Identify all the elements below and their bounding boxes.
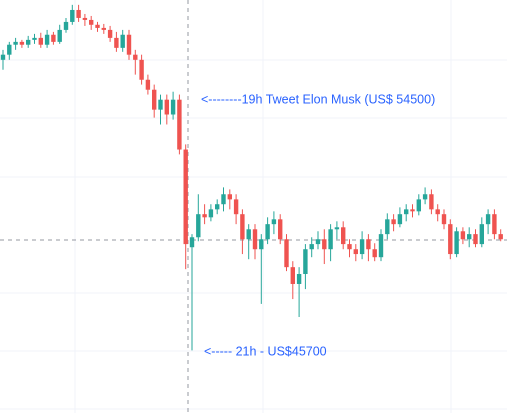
candle-body: [322, 239, 327, 250]
candle-body: [215, 204, 220, 210]
candle-body: [422, 194, 428, 200]
candle-body: [233, 199, 239, 215]
candle-body: [252, 229, 258, 250]
candle-body: [397, 214, 403, 225]
candle-body: [227, 194, 232, 200]
candles: [0, 4, 503, 351]
candle-body: [240, 214, 245, 240]
candle-body: [473, 234, 478, 245]
candle-body: [107, 29, 113, 38]
candle-body: [82, 17, 88, 20]
candle-body: [152, 89, 157, 110]
candle-body: [347, 244, 352, 250]
candle-body: [479, 224, 484, 245]
candle-body: [51, 34, 56, 42]
candle-body: [114, 37, 119, 48]
candle-body: [303, 249, 308, 275]
candle-body: [101, 27, 106, 30]
candle-body: [498, 234, 503, 240]
candle-body: [44, 34, 50, 45]
candle-body: [492, 214, 497, 235]
candle-body: [57, 29, 62, 42]
candle-body: [378, 234, 384, 258]
candle-body: [341, 227, 346, 245]
annotation: <----- 21h - US$45700: [204, 344, 327, 358]
candle-body: [32, 37, 37, 40]
candle-body: [416, 199, 421, 212]
candle-body: [120, 34, 125, 48]
candle-body: [145, 79, 151, 90]
candle-body: [353, 249, 358, 255]
candle-body: [246, 229, 251, 240]
candle-body: [441, 214, 447, 225]
candle-body: [196, 214, 201, 238]
candle-body: [366, 239, 371, 250]
candle-body: [26, 39, 31, 45]
candle-body: [183, 149, 188, 245]
candle-body: [265, 224, 270, 240]
candle-body: [429, 194, 434, 210]
candle-body: [95, 24, 100, 28]
candle-body: [290, 267, 295, 284]
candle-body: [372, 249, 377, 258]
candle-body: [334, 227, 340, 230]
candle-body: [448, 224, 453, 255]
candle-body: [309, 244, 314, 250]
candle-body: [404, 209, 409, 215]
candle-body: [391, 219, 396, 225]
candle-body: [221, 194, 226, 205]
candle-body: [271, 219, 277, 225]
candle-body: [63, 21, 69, 30]
candle-body: [359, 239, 365, 255]
candle-body: [177, 99, 182, 150]
candle-body: [158, 99, 163, 110]
candle-body: [259, 239, 264, 250]
candle-body: [460, 231, 466, 240]
candle-body: [70, 9, 75, 22]
candle-body: [385, 219, 390, 235]
candle-body: [467, 234, 472, 240]
candle-body: [7, 44, 12, 55]
candle-body: [164, 99, 169, 115]
candle-body: [296, 274, 302, 284]
candle-body: [278, 219, 283, 240]
candle-body: [76, 9, 81, 18]
annotation: <--------19h Tweet Elon Musk (US$ 54500): [201, 92, 435, 106]
candle-body: [485, 214, 491, 225]
candle-body: [38, 37, 43, 45]
candle-body: [13, 41, 18, 45]
candle-body: [284, 239, 289, 268]
candle-body: [189, 237, 195, 248]
candle-body: [133, 54, 138, 60]
candle-body: [0, 54, 6, 60]
candle-body: [202, 214, 207, 218]
candle-body: [410, 209, 415, 212]
candle-body: [454, 231, 459, 255]
candle-body: [89, 19, 94, 25]
candle-body: [435, 209, 440, 215]
candle-body: [170, 99, 176, 115]
candle-body: [328, 229, 333, 250]
candle-body: [208, 209, 214, 218]
candle-body: [19, 41, 25, 45]
candle-body: [139, 59, 144, 80]
candle-body: [126, 34, 132, 55]
candle-body: [315, 239, 321, 245]
